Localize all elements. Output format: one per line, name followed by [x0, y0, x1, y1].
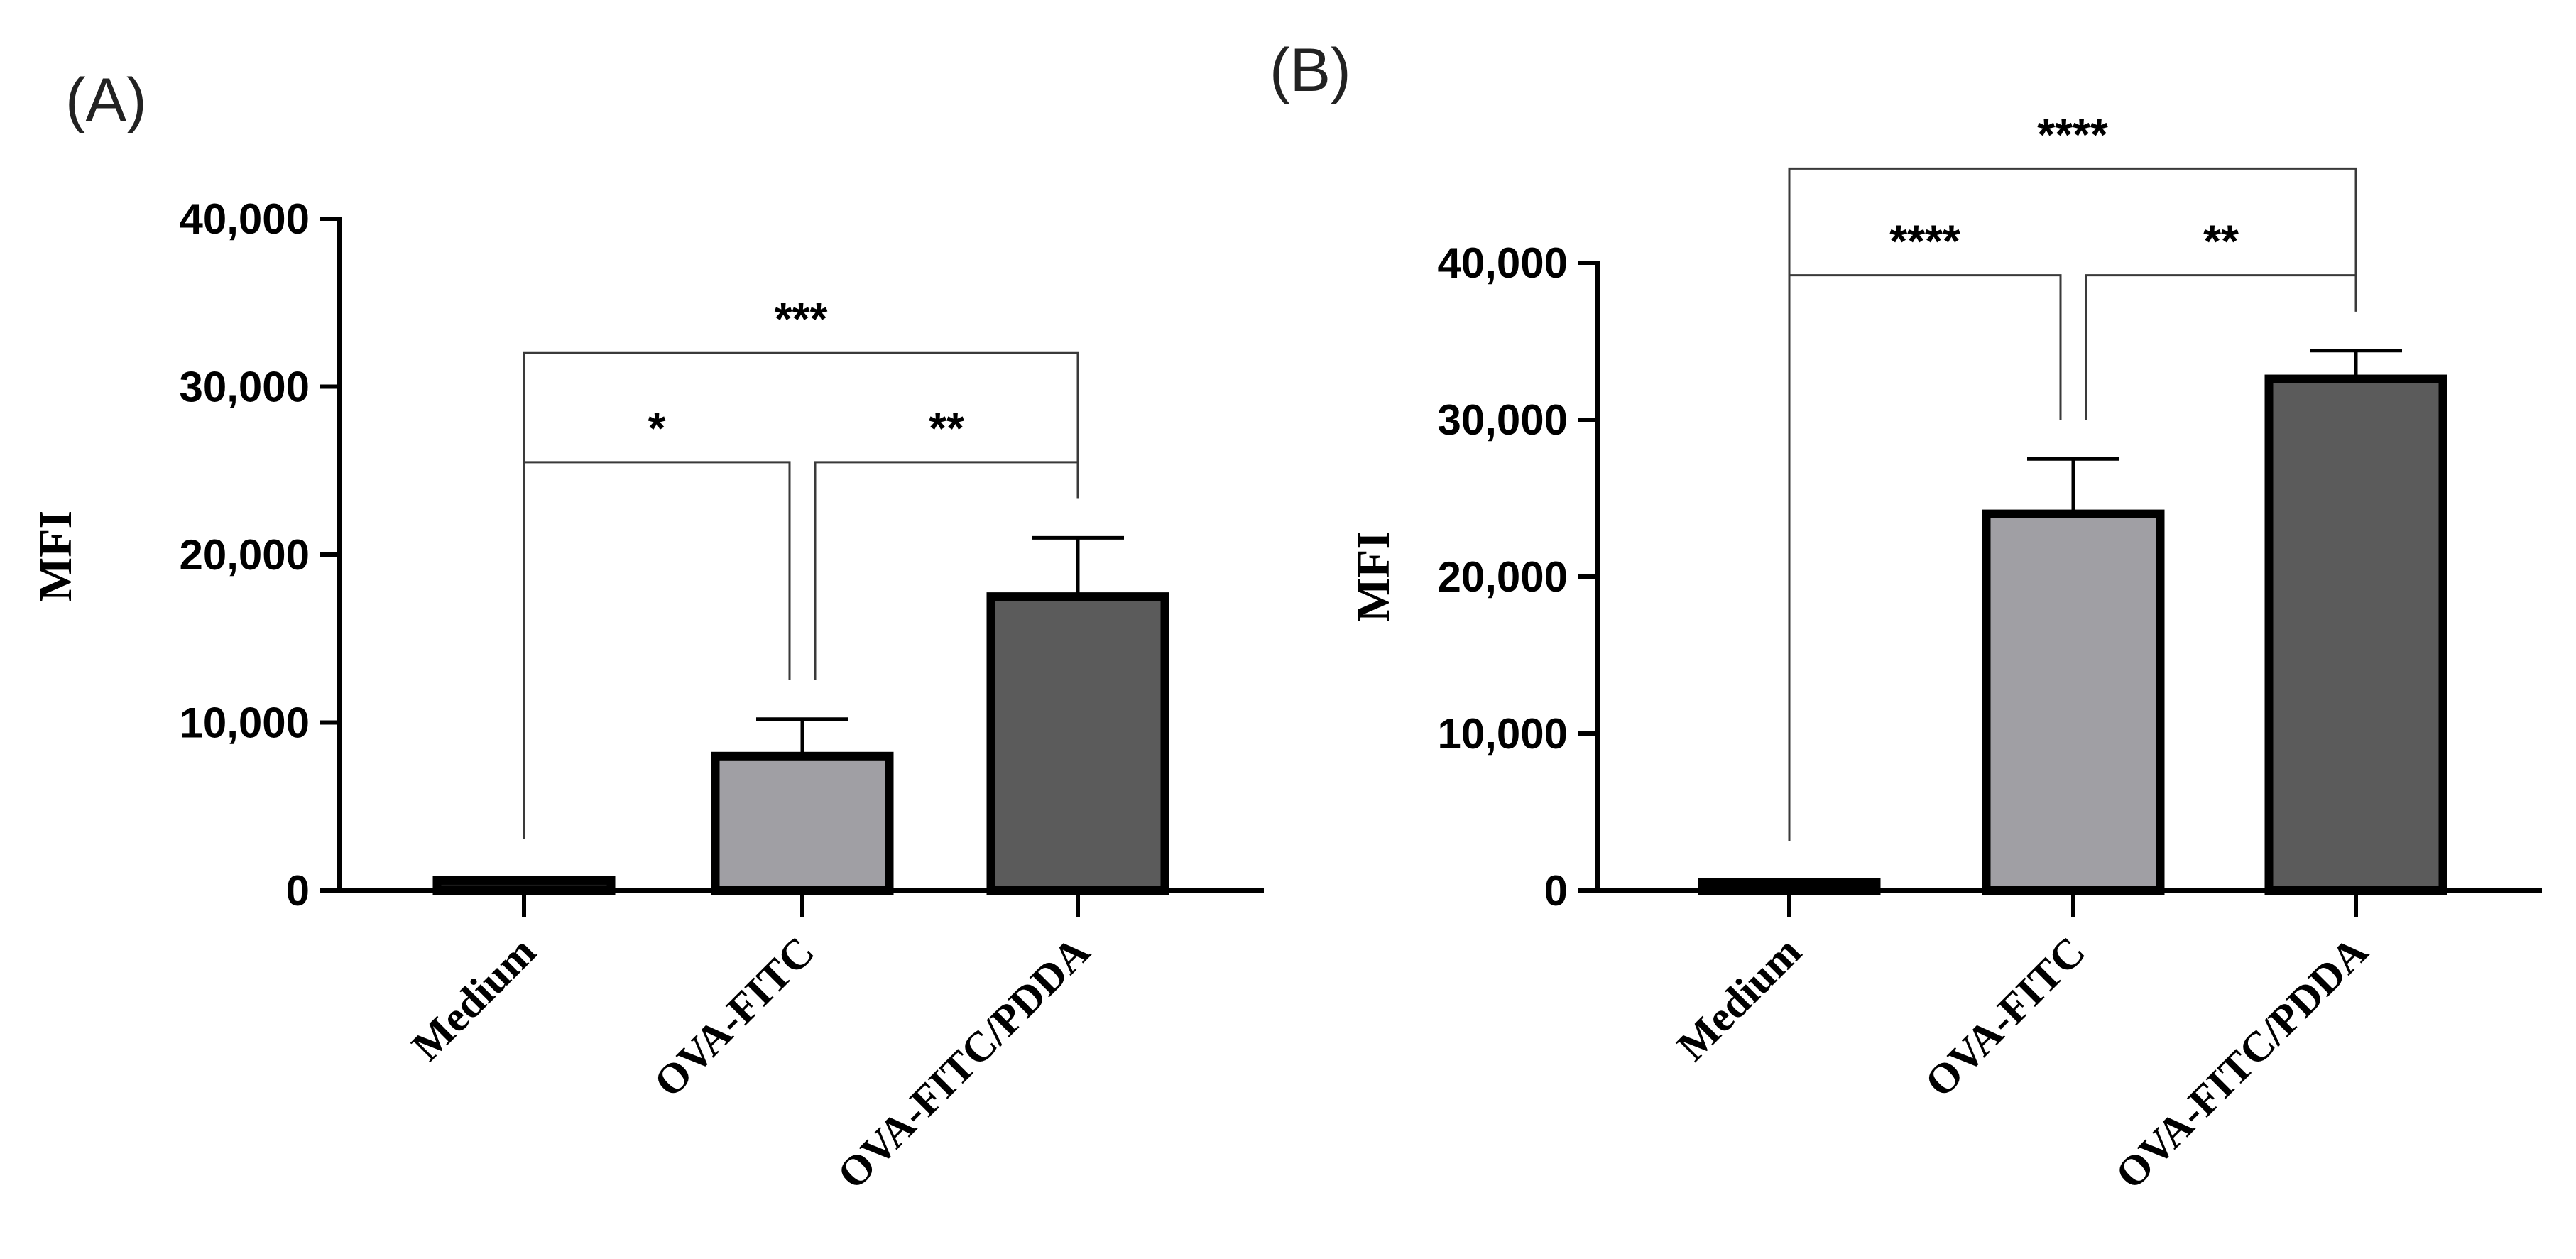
panel-a-ytick-label-1: 10,000	[179, 699, 310, 747]
panel-b-label: (B)	[1270, 36, 1351, 104]
panel-b-significance-label-0: ****	[1889, 216, 1960, 267]
panel-a-category-label-2: OVA-FITC/PDDA	[829, 928, 1099, 1199]
panel-b-category-label-2: OVA-FITC/PDDA	[2107, 928, 2377, 1199]
panel-b-bar-2	[2264, 374, 2447, 895]
panel-b-ytick-label-2: 20,000	[1437, 553, 1568, 601]
panel-a-significance-label-2: ***	[775, 293, 828, 344]
panel-b-significance-bracket-2	[1788, 167, 2357, 841]
panel-a-label: (A)	[65, 66, 147, 134]
panel-a-bar-1	[711, 751, 894, 895]
panel-a-ytick-label-4: 40,000	[179, 195, 310, 243]
panel-b-ytick-label-0: 0	[1544, 867, 1568, 915]
panel-a-y-axis-title: MFI	[30, 511, 82, 601]
panel-b-y-axis-title: MFI	[1348, 531, 1399, 622]
panel-b-ytick-label-1: 10,000	[1437, 710, 1568, 758]
panel-b-category-label-0: Medium	[1668, 928, 1810, 1070]
panel-b: (B) 0 10,000 20,000 30,000 40,000 Medium OVA-F…	[1270, 36, 2542, 1198]
panel-b-bar-1	[1982, 509, 2165, 895]
panel-a-ytick-label-2: 20,000	[179, 531, 310, 579]
panel-b-significance-label-1: **	[2203, 216, 2239, 267]
panel-b-category-label-1: OVA-FITC	[1916, 928, 2094, 1106]
panel-b-significance-label-2: ****	[2037, 109, 2108, 160]
panel-b-ytick-label-3: 30,000	[1437, 396, 1568, 444]
panel-a-significance-label-1: **	[929, 403, 964, 454]
panel-a-significance-bracket-2	[523, 351, 1079, 839]
panel-a-significance-label-0: *	[648, 403, 666, 454]
panel-a-bar-2	[986, 592, 1169, 895]
panel-a-ytick-label-3: 30,000	[179, 364, 310, 411]
panel-a-category-label-0: Medium	[403, 928, 545, 1070]
panel-a-category-label-1: OVA-FITC	[645, 928, 823, 1106]
panel-b-ytick-label-4: 40,000	[1437, 239, 1568, 287]
panel-a-ytick-label-0: 0	[286, 867, 310, 915]
panel-a: (A) 0 10,000 20,000 30,000 40,000 Medium OVA-F…	[30, 66, 1264, 1198]
